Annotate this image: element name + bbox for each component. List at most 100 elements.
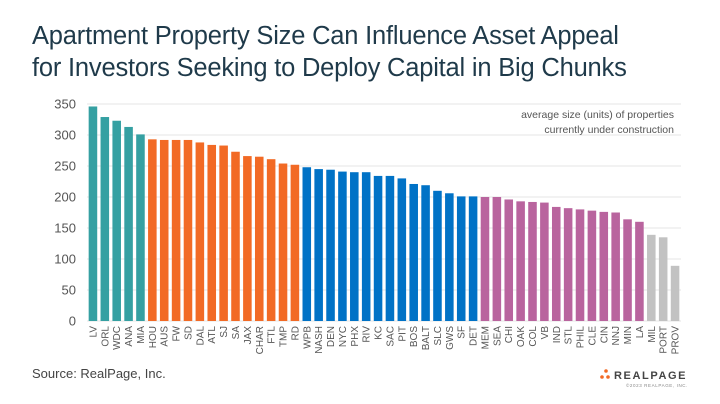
bar-lv [88,106,98,321]
x-tick-label: CLE [587,326,598,346]
bar-prov [670,265,680,321]
annotation-line-2: currently under construction [544,124,674,136]
bar-gws [445,193,454,321]
x-tick-label: RD [290,326,301,340]
bar-mil [647,234,656,321]
x-tick-label: IND [552,326,563,343]
bar-ftl [266,159,276,321]
bar-wdc [112,120,121,322]
x-tick-label: SAC [385,326,396,347]
annotation-line-1: average size (units) of properties [521,109,674,121]
x-tick-label: BALT [421,326,432,350]
x-tick-label: STL [564,326,575,345]
bar-sj [219,145,228,321]
x-tick-label: BOS [409,326,420,347]
bar-nnj [611,212,620,321]
bar-mia [136,134,145,321]
x-tick-label: DET [469,326,480,346]
y-tick-label: 100 [54,252,76,267]
bar-kc [373,175,383,321]
bar-sa [231,151,240,321]
x-tick-label: LV [88,326,99,338]
x-tick-label: KC [374,326,385,340]
x-tick-label: SLC [433,326,444,345]
bar-dal [195,142,205,321]
x-tick-label: FW [172,325,183,341]
x-tick-label: MIA [136,326,147,344]
x-tick-label: PHX [350,326,361,347]
bar-chi [504,199,514,321]
bar-phil [575,209,585,321]
bar-orl [100,117,110,322]
y-tick-label: 50 [62,283,76,298]
x-tick-label: ORL [100,326,111,347]
bar-cin [599,211,609,321]
bar-port [658,237,668,321]
source-note: Source: RealPage, Inc. [32,366,166,381]
x-tick-label: WDC [112,326,123,350]
x-tick-label: CHAR [255,326,266,354]
x-tick-label: HOU [148,326,159,348]
bar-char [254,156,264,321]
x-tick-label: NASH [314,326,325,354]
bar-mem [480,197,490,321]
x-tick-label: RIV [362,326,373,343]
x-tick-label: OAK [516,326,527,347]
x-tick-label: CIN [599,326,610,343]
bar-fw [171,139,181,321]
x-tick-label: VB [540,326,551,340]
x-tick-label: SA [231,326,242,340]
bar-phx [350,172,359,321]
x-tick-label: WPB [302,326,313,349]
svg-text:REALPAGE: REALPAGE [614,370,687,382]
bar-col [528,201,537,321]
x-tick-label: TMP [279,326,290,347]
bar-la [635,221,644,321]
x-tick-label: PORT [659,326,670,354]
bar-pit [397,178,407,321]
x-tick-label: COL [528,326,539,347]
bar-bos [409,183,418,321]
x-tick-label: FTL [267,326,278,344]
x-tick-label: DAL [195,326,206,346]
title-line-1: Apartment Property Size Can Influence As… [32,22,619,50]
bar-den [326,169,335,321]
x-tick-label: NNJ [611,326,622,345]
chart-title: Apartment Property Size Can Influence As… [32,20,712,84]
bar-det [468,196,478,321]
bar-riv [361,172,371,321]
bar-sac [385,175,395,321]
x-tick-label: DEN [326,326,337,347]
realpage-logo: REALPAGE ©2023 REALPAGE, INC. [600,366,710,393]
bar-ind [551,206,561,321]
x-tick-label: MIL [647,326,658,343]
bar-ana [124,126,133,321]
y-tick-label: 200 [54,190,76,205]
bar-sea [492,197,502,321]
x-tick-label: SF [457,326,468,339]
bar-tmp [278,163,288,321]
x-tick-label: MIN [623,326,634,344]
x-tick-label: PHIL [576,326,587,349]
y-tick-label: 150 [54,221,76,236]
y-tick-label: 250 [54,159,76,174]
x-tick-label: NYC [338,326,349,347]
bar-hou [148,139,157,321]
svg-text:©2023 REALPAGE, INC.: ©2023 REALPAGE, INC. [626,382,688,388]
bar-cle [587,210,597,321]
x-tick-label: SD [183,326,194,340]
bar-vb [540,202,549,321]
bar-sd [183,139,193,321]
x-tick-label: LA [635,326,646,339]
bar-oak [516,201,525,321]
bar-slc [433,190,442,321]
x-tick-label: SEA [492,326,503,346]
bar-wpb [302,167,312,321]
x-tick-label: CHI [504,326,515,343]
y-tick-label: 0 [69,314,76,329]
bar-balt [421,185,430,321]
bar-min [623,219,632,321]
x-tick-label: ATL [207,326,218,344]
y-tick-label: 300 [54,128,76,143]
